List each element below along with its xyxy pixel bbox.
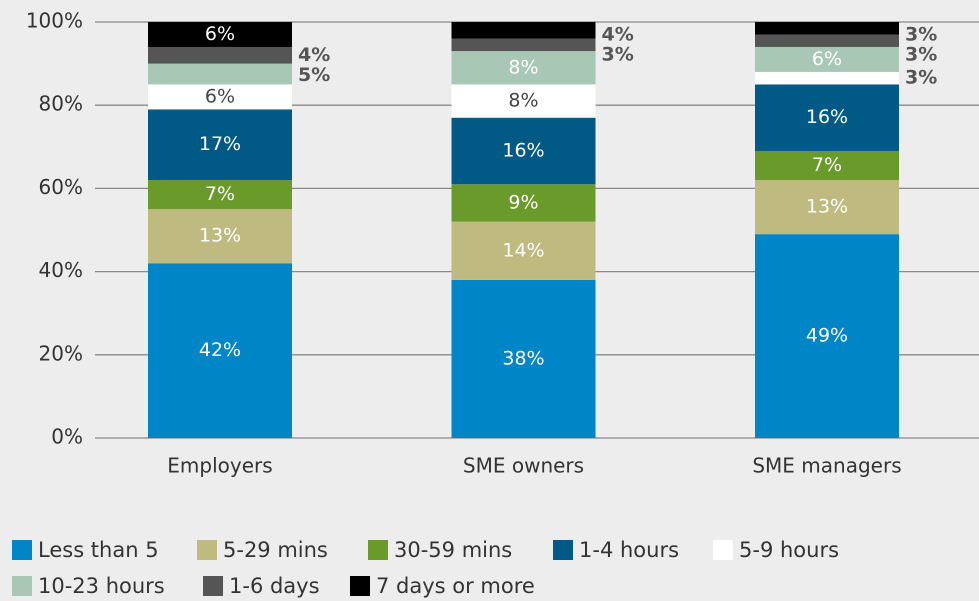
- legend-label: 10-23 hours: [38, 574, 165, 598]
- bar-segment: [148, 46, 292, 64]
- x-tick-label: Employers: [167, 454, 272, 478]
- legend-label: 1-4 hours: [579, 538, 679, 562]
- legend-label: 30-59 mins: [394, 538, 512, 562]
- data-label: 8%: [508, 56, 538, 78]
- bar-segment: [451, 22, 596, 39]
- data-label: 38%: [502, 347, 544, 369]
- legend-swatch: [12, 540, 32, 560]
- bar-segment: [148, 109, 292, 181]
- data-label: 9%: [508, 191, 538, 213]
- legend-swatch: [368, 540, 388, 560]
- x-tick-label: SME managers: [752, 454, 901, 478]
- legend-swatch: [203, 576, 223, 596]
- bar-segment: [755, 234, 899, 438]
- bar-segment: [451, 84, 596, 118]
- data-label: 8%: [508, 90, 538, 112]
- data-label: 7%: [812, 154, 842, 176]
- bar-segment: [148, 84, 292, 110]
- x-tick-label: SME owners: [463, 454, 584, 478]
- data-label: 42%: [199, 339, 241, 361]
- bar-segment: [451, 221, 596, 280]
- data-label: 14%: [502, 239, 544, 261]
- data-label: 3%: [905, 67, 937, 89]
- data-label: 6%: [205, 23, 235, 45]
- bar-segment: [755, 46, 899, 72]
- data-label: 16%: [502, 139, 544, 161]
- data-label: 3%: [905, 44, 937, 66]
- data-label: 13%: [806, 196, 848, 218]
- legend-swatch: [12, 576, 32, 596]
- bar-segment: [755, 84, 899, 151]
- bar-segment: [148, 180, 292, 210]
- bar-segment: [451, 38, 596, 52]
- y-tick-label: 80%: [39, 92, 83, 116]
- y-tick-label: 100%: [26, 9, 83, 33]
- y-tick-label: 60%: [39, 175, 83, 199]
- data-label: 16%: [806, 106, 848, 128]
- data-label: 13%: [199, 225, 241, 247]
- legend-swatch: [197, 540, 217, 560]
- bar-segment: [755, 22, 899, 35]
- bar-segment: [755, 180, 899, 235]
- y-tick-label: 40%: [39, 258, 83, 282]
- data-label: 3%: [602, 44, 634, 66]
- y-tick-label: 0%: [51, 425, 83, 449]
- bar-segment: [451, 117, 596, 185]
- bar-segment: [451, 279, 596, 438]
- bar-segment: [148, 22, 292, 47]
- bar-segment: [148, 263, 292, 438]
- bar-segment: [451, 51, 596, 85]
- data-label: 17%: [199, 133, 241, 155]
- legend-label: 7 days or more: [376, 574, 535, 598]
- data-label: 3%: [905, 24, 937, 46]
- bar-segment: [148, 63, 292, 85]
- y-tick-label: 20%: [39, 341, 83, 365]
- bar-segment: [755, 71, 899, 85]
- bar-segment: [148, 209, 292, 264]
- data-label: 4%: [298, 44, 330, 66]
- data-label: 49%: [806, 325, 848, 347]
- legend-label: Less than 5: [38, 538, 159, 562]
- legend-label: 5-9 hours: [739, 538, 839, 562]
- data-label: 6%: [205, 85, 235, 107]
- data-label: 6%: [812, 48, 842, 70]
- legend-swatch: [350, 576, 370, 596]
- legend-label: 5-29 mins: [223, 538, 328, 562]
- bar-segment: [451, 184, 596, 222]
- data-label: 5%: [298, 64, 330, 86]
- data-label: 7%: [205, 183, 235, 205]
- data-label: 4%: [602, 24, 634, 46]
- legend-swatch: [553, 540, 573, 560]
- bar-segment: [755, 34, 899, 47]
- legend-label: 1-6 days: [229, 574, 320, 598]
- bar-segment: [755, 150, 899, 181]
- legend-swatch: [713, 540, 733, 560]
